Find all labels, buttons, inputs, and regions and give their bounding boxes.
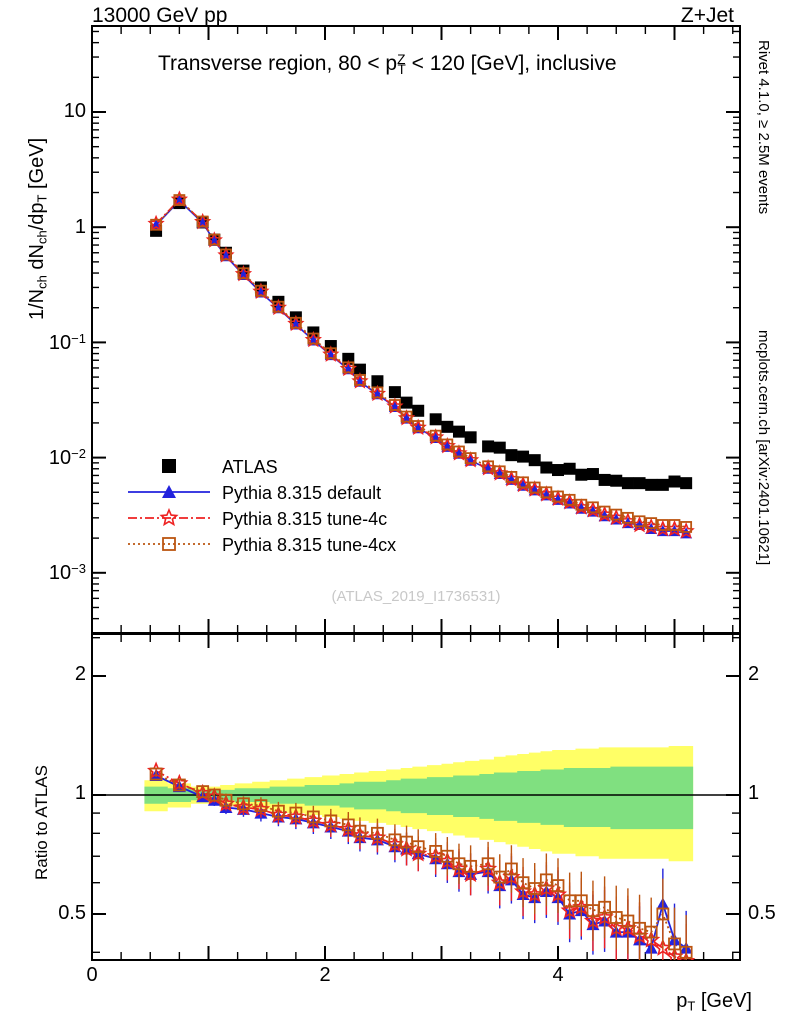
ytick3-exp: −3 (71, 561, 86, 576)
main-ytick-1e-1: 10−1 (34, 331, 86, 355)
ytick3-mant: 10 (48, 561, 72, 584)
ratio-uncertainty-bands (92, 746, 740, 862)
ytick2-mant: 10 (48, 446, 72, 469)
xlabel-sub: T (687, 998, 696, 1014)
xtick-0: 0 (86, 964, 98, 986)
xlabel-a: p (676, 990, 688, 1012)
legend[interactable]: ATLAS Pythia 8.315 default Pythia 8.315 tu… (128, 457, 396, 555)
main-axis-ticks (91, 26, 740, 633)
legend-label-2: Pythia 8.315 tune-4c (222, 509, 387, 529)
header-left-label: 13000 GeV pp (92, 4, 228, 27)
main-ytick-1e-3: 10−3 (34, 561, 86, 585)
main-ytick-1: 1 (74, 216, 86, 238)
xtick-4: 4 (552, 964, 564, 986)
main-data-series (147, 190, 695, 539)
title-b: < 120 [GeV], inclusive (405, 52, 617, 76)
ratio-ytick-1-right: 1 (748, 782, 760, 804)
ratio-ytick-2-right: 2 (748, 663, 760, 685)
ratio-panel-frame (91, 633, 741, 961)
main-panel-frame (91, 25, 741, 634)
legend-label-0: ATLAS (222, 457, 278, 477)
ratio-ytick-2-left: 2 (74, 663, 86, 685)
xtick-2: 2 (319, 964, 331, 986)
ytick1-exp: −1 (71, 331, 86, 346)
ratio-ytick-05-right: 0.5 (748, 902, 776, 924)
legend-label-1: Pythia 8.315 default (222, 483, 381, 503)
x-axis-label: pT [GeV] (676, 990, 752, 1014)
ytick2-exp: −2 (71, 446, 86, 461)
header-right-label: Z+Jet (680, 4, 734, 27)
main-ytick-10: 10 (63, 100, 86, 122)
ytick1-mant: 10 (48, 331, 72, 354)
ratio-data-series (146, 761, 696, 960)
ratio-ytick-05-left: 0.5 (58, 902, 86, 924)
ratio-ytick-1-left: 1 (74, 782, 86, 804)
title-a: Transverse region, 80 < p (158, 52, 398, 76)
main-ytick-1e-2: 10−2 (34, 446, 86, 470)
plot-title: Transverse region, 80 < pZT < 120 [GeV],… (158, 52, 617, 77)
title-sub: T (397, 61, 406, 77)
xlabel-b: [GeV] (695, 990, 752, 1012)
title-sup: Z (397, 52, 406, 67)
legend-label-3: Pythia 8.315 tune-4cx (222, 535, 396, 555)
dataset-watermark: (ATLAS_2019_I1736531) (331, 588, 500, 605)
ratio-axis-ticks (91, 634, 740, 960)
